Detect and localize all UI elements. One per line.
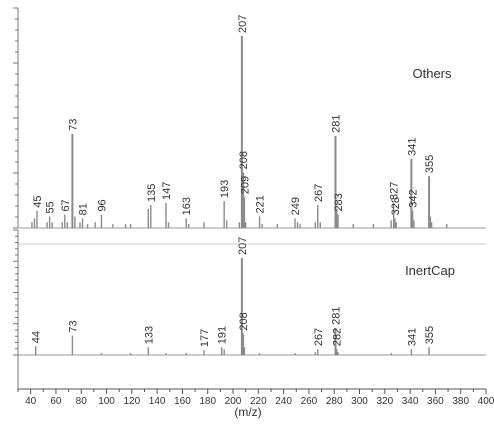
peak-label: 133 (143, 326, 155, 344)
series-label: InertCap (405, 263, 455, 278)
peak-label: 328 (390, 197, 402, 215)
peak-label: 163 (181, 197, 193, 215)
x-tick-label: 360 (427, 396, 444, 407)
peak-label: 341 (406, 138, 418, 156)
peak-label: 355 (424, 326, 436, 344)
peak-label: 207 (237, 237, 249, 255)
x-tick-label: 80 (76, 396, 88, 407)
peak-label: 208 (238, 312, 250, 330)
x-tick-label: 160 (174, 396, 191, 407)
series-label: Others (412, 66, 452, 81)
peak-label: 249 (290, 197, 302, 215)
x-tick-label: 380 (452, 396, 469, 407)
x-tick-label: 320 (376, 396, 393, 407)
peak-label: 267 (313, 328, 325, 346)
x-tick-label: 140 (149, 396, 166, 407)
peak-label: 96 (96, 199, 108, 211)
peak-label: 208 (238, 151, 250, 169)
x-tick-label: 220 (250, 396, 267, 407)
peak-label: 73 (67, 320, 79, 332)
peak-label: 191 (217, 326, 229, 344)
peak-label: 281 (330, 114, 342, 132)
peak-label: 209 (239, 176, 251, 194)
peak-label: 341 (406, 328, 418, 346)
bottom-panel: 44 73 133 177 191 207 208 267 281 282 341 355 InertC… (13, 229, 486, 356)
peak-label: 207 (237, 15, 249, 33)
x-tick-label: 180 (199, 396, 216, 407)
peak-label: 193 (219, 180, 231, 198)
peak-label: 67 (60, 199, 72, 211)
x-tick-label: 280 (326, 396, 343, 407)
peak-label: 177 (199, 329, 211, 347)
x-tick-label: 40 (25, 396, 37, 407)
peak-label: 135 (146, 184, 158, 202)
x-axis-label: (m/z) (234, 405, 261, 419)
peak-label: 283 (333, 193, 345, 211)
peak-label: 355 (424, 155, 436, 173)
peak-label: 281 (330, 306, 342, 324)
peak-label: 73 (67, 119, 79, 131)
x-tick-label: 200 (225, 396, 242, 407)
x-tick-label: 340 (402, 396, 419, 407)
peak-label: 282 (332, 328, 344, 346)
peak-label: 267 (313, 184, 325, 202)
top-panel: 45 55 67 73 81 96 135 147 163 193 207 208 209 221 249 2… (13, 7, 486, 245)
peak-label: 327 (389, 182, 401, 200)
x-tick-label: 60 (50, 396, 62, 407)
peak-label: 342 (408, 189, 420, 207)
x-tick-label: 100 (98, 396, 115, 407)
x-tick-label: 400 (478, 396, 494, 407)
peak-label: 147 (161, 182, 173, 200)
peak-label: 45 (32, 195, 44, 207)
peak-label: 44 (31, 331, 43, 343)
peak-label: 81 (78, 203, 90, 215)
x-tick-label: 300 (351, 396, 368, 407)
peak-label: 55 (45, 201, 57, 213)
x-tick-label: 260 (301, 396, 318, 407)
peak-label: 221 (255, 195, 267, 213)
x-tick-label: 120 (123, 396, 140, 407)
x-axis: 40 60 80 100 120 140 160 180 200 220 240 260 280 300 3… (17, 355, 494, 407)
x-tick-label: 240 (275, 396, 292, 407)
